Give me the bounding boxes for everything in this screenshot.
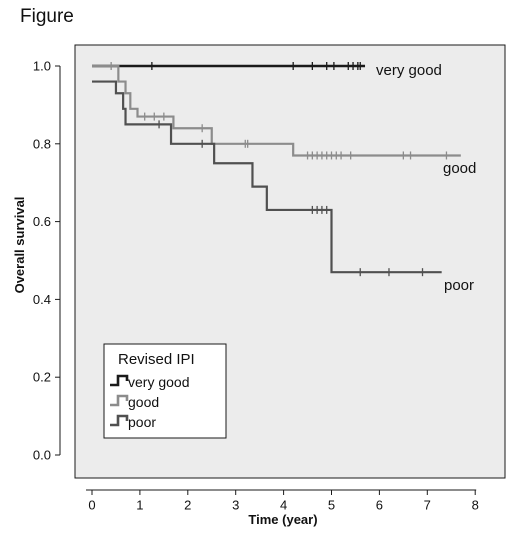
axes: 0 1 2 3 4 5 6 7 8 0.0 0.2 0.4 0.6 0.8 1.0 — [33, 59, 479, 513]
legend-swatch — [110, 414, 129, 427]
x-tick-label: 1 — [136, 498, 143, 513]
legend-label: good — [128, 394, 159, 410]
curve-good — [92, 64, 461, 157]
x-tick-label: 7 — [424, 498, 431, 513]
censor-marks — [110, 62, 448, 277]
legend-item: good — [110, 394, 159, 410]
legend-item: very good — [110, 374, 189, 390]
legend-title: Revised IPI — [118, 351, 195, 368]
page-title: Figure — [20, 6, 74, 27]
legend-swatch — [110, 394, 129, 407]
curve-poor — [92, 80, 442, 274]
x-tick-label: 6 — [376, 498, 383, 513]
y-tick-label: 0.6 — [33, 214, 51, 229]
legend-box — [103, 343, 227, 439]
x-tick-label: 3 — [232, 498, 239, 513]
y-tick-label: 0.0 — [33, 448, 51, 463]
y-tick-label: 0.8 — [33, 136, 51, 151]
legend-items: very good good poor — [110, 374, 189, 430]
y-tick-label: 0.2 — [33, 370, 51, 385]
legend-label: very good — [128, 374, 189, 390]
survival-curves — [92, 64, 461, 274]
y-tick-label: 1.0 — [33, 59, 51, 74]
end-label-poor: poor — [444, 277, 474, 294]
legend-label: poor — [128, 414, 156, 430]
y-tick-label: 0.4 — [33, 292, 51, 307]
legend: Revised IPI very good good poor — [103, 343, 227, 439]
legend-item: poor — [110, 414, 156, 430]
x-tick-label: 8 — [472, 498, 479, 513]
x-tick-label: 5 — [328, 498, 335, 513]
end-label-good: good — [443, 160, 476, 177]
x-tick-label: 4 — [280, 498, 287, 513]
x-tick-label: 2 — [184, 498, 191, 513]
x-tick-label: 0 — [88, 498, 95, 513]
end-labels: very good good poor — [376, 62, 476, 294]
legend-swatch — [110, 374, 129, 387]
y-axis-label: Overall survival — [12, 197, 27, 294]
x-axis-label: Time (year) — [248, 512, 317, 527]
end-label-very-good: very good — [376, 62, 442, 79]
